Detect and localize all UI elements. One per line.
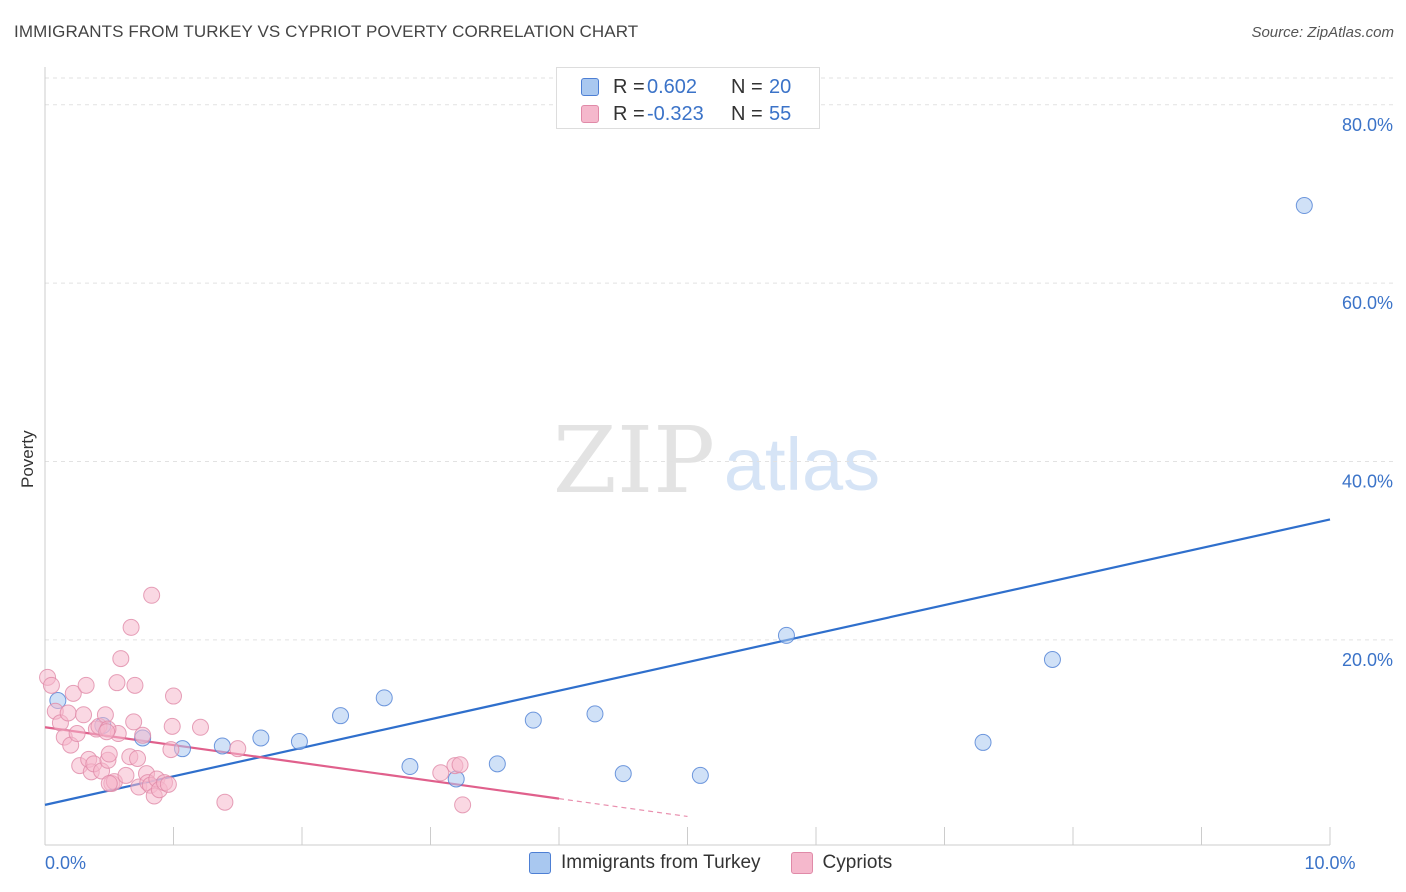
cypriot-point <box>125 713 143 731</box>
turkey-point <box>1295 197 1313 215</box>
grid-layer <box>45 77 1393 641</box>
cypriot-point <box>98 723 116 741</box>
source-label: Source: ZipAtlas.com <box>1251 24 1394 41</box>
x-tick-label: 10.0% <box>1304 853 1355 873</box>
points-layer <box>39 197 1313 814</box>
r-label: R = <box>613 75 645 98</box>
turkey-point <box>488 755 506 773</box>
cypriot-point <box>191 718 209 736</box>
cypriot-point <box>96 706 114 724</box>
cypriot-point <box>165 687 182 705</box>
turkey-point <box>974 733 992 751</box>
turkey-point <box>524 711 542 729</box>
cypriot-point <box>77 676 95 694</box>
legend-item-cypriots[interactable]: Cypriots <box>790 852 893 874</box>
cypriot-point <box>454 796 472 814</box>
cypriot-trend-line <box>44 726 560 800</box>
turkey-point <box>213 737 231 755</box>
legend-swatch-turkey <box>581 78 599 96</box>
n-label: N = <box>731 75 763 98</box>
cypriot-point <box>451 756 469 774</box>
legend-swatch-cypriots <box>790 852 813 874</box>
y-tick-label: 60.0% <box>1342 293 1393 313</box>
correlation-legend: R = 0.602 N = 20 R = -0.323 N = 55 <box>556 67 820 129</box>
turkey-point <box>614 765 632 783</box>
cypriot-point <box>100 745 118 763</box>
legend-item-turkey[interactable]: Immigrants from Turkey <box>529 852 761 874</box>
axis-layer <box>44 67 1331 846</box>
y-tick-label: 80.0% <box>1342 115 1393 135</box>
turkey-point <box>332 707 350 725</box>
cypriot-point <box>216 793 234 811</box>
cypriot-point <box>162 741 180 759</box>
cypriot-point <box>229 740 247 758</box>
cypriot-point <box>112 650 130 668</box>
cypriot-point <box>129 749 147 767</box>
series-legend: Immigrants from Turkey Cypriots <box>529 852 922 874</box>
turkey-point <box>777 626 795 644</box>
cypriot-point <box>108 674 126 692</box>
cypriot-point <box>59 704 77 722</box>
legend-label-turkey: Immigrants from Turkey <box>561 852 761 873</box>
turkey-point <box>252 729 270 747</box>
x-tick-label: 0.0% <box>45 853 86 873</box>
legend-label-cypriots: Cypriots <box>822 852 893 873</box>
cypriot-point <box>143 586 161 604</box>
cypriot-point <box>134 726 152 744</box>
legend-swatch-cypriots <box>581 105 599 123</box>
r-value: 0.602 <box>647 75 698 98</box>
tick-label-layer: 20.0% 40.0% 60.0% 80.0% 0.0% 10.0% <box>45 115 1393 873</box>
y-tick-label: 40.0% <box>1342 472 1393 492</box>
cypriot-point <box>75 706 93 724</box>
cypriot-point <box>117 766 135 784</box>
cypriot-point <box>163 717 181 735</box>
cypriot-point <box>126 676 144 694</box>
r-value: -0.323 <box>647 102 704 125</box>
watermark-zip: ZIP <box>553 407 715 514</box>
turkey-point <box>691 766 709 784</box>
n-value: 55 <box>769 102 792 125</box>
legend-swatch-turkey <box>529 852 551 874</box>
turkey-point <box>290 733 308 751</box>
legend-row-turkey: R = 0.602 N = 20 <box>581 75 791 99</box>
cypriot-point <box>122 618 140 636</box>
turkey-trend-line <box>44 518 1331 806</box>
turkey-point <box>1043 650 1061 668</box>
cypriot-point <box>100 774 118 792</box>
turkey-point <box>586 705 604 723</box>
y-tick-label: 20.0% <box>1342 650 1393 670</box>
legend-row-cypriots: R = -0.323 N = 55 <box>581 102 791 126</box>
cypriot-point <box>432 764 450 782</box>
cypriot-point <box>159 775 177 793</box>
n-label: N = <box>731 102 763 125</box>
cypriot-trend-extension <box>558 798 688 818</box>
turkey-point <box>375 689 393 707</box>
cypriot-point <box>68 725 86 743</box>
cypriot-point <box>42 676 60 694</box>
r-label: R = <box>613 102 645 125</box>
watermark-atlas: atlas <box>724 423 880 506</box>
turkey-point <box>401 758 419 776</box>
n-value: 20 <box>769 75 792 98</box>
cypriot-point <box>64 684 82 702</box>
trend-layer <box>44 518 1331 818</box>
chart-title: IMMIGRANTS FROM TURKEY VS CYPRIOT POVERT… <box>14 22 639 41</box>
